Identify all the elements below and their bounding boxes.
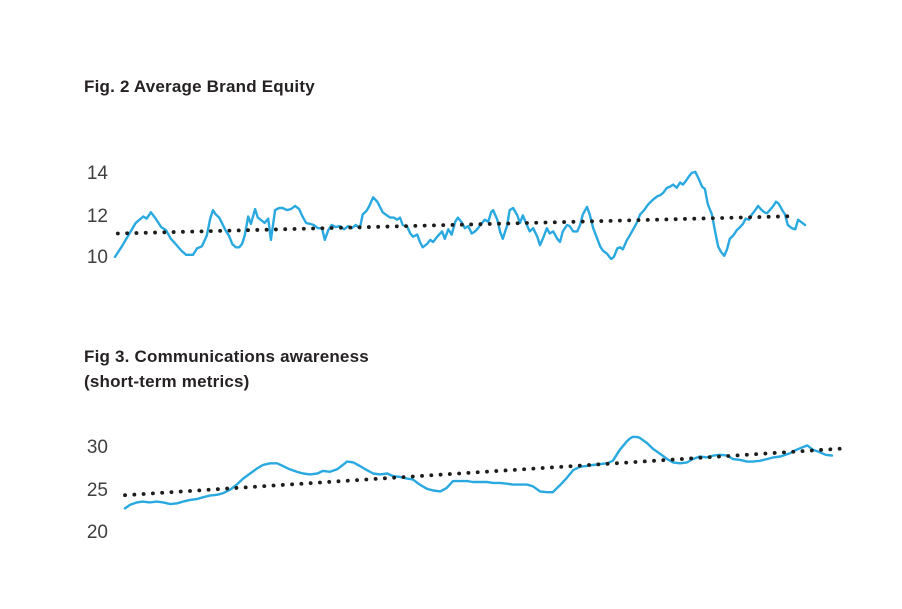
fig3-ytick-20: 20	[86, 522, 108, 543]
fig3-title: Fig 3. Communications awareness (short-t…	[84, 344, 369, 394]
fig3-ytick-25: 25	[86, 480, 108, 501]
fig3-title-line1: Fig 3. Communications awareness	[84, 347, 369, 366]
brand-equity-trend-line	[115, 214, 798, 236]
fig2-ytick-12: 12	[86, 206, 108, 227]
fig3-title-line2: (short-term metrics)	[84, 372, 250, 391]
communications-awareness-line	[123, 435, 834, 510]
fig2-ytick-10: 10	[86, 247, 108, 268]
awareness-trend-line	[123, 446, 847, 498]
fig2-ytick-14: 14	[86, 163, 108, 184]
average-brand-equity-line	[113, 170, 807, 261]
fig2-title: Fig. 2 Average Brand Equity	[84, 77, 315, 96]
fig3-ytick-30: 30	[86, 437, 108, 458]
